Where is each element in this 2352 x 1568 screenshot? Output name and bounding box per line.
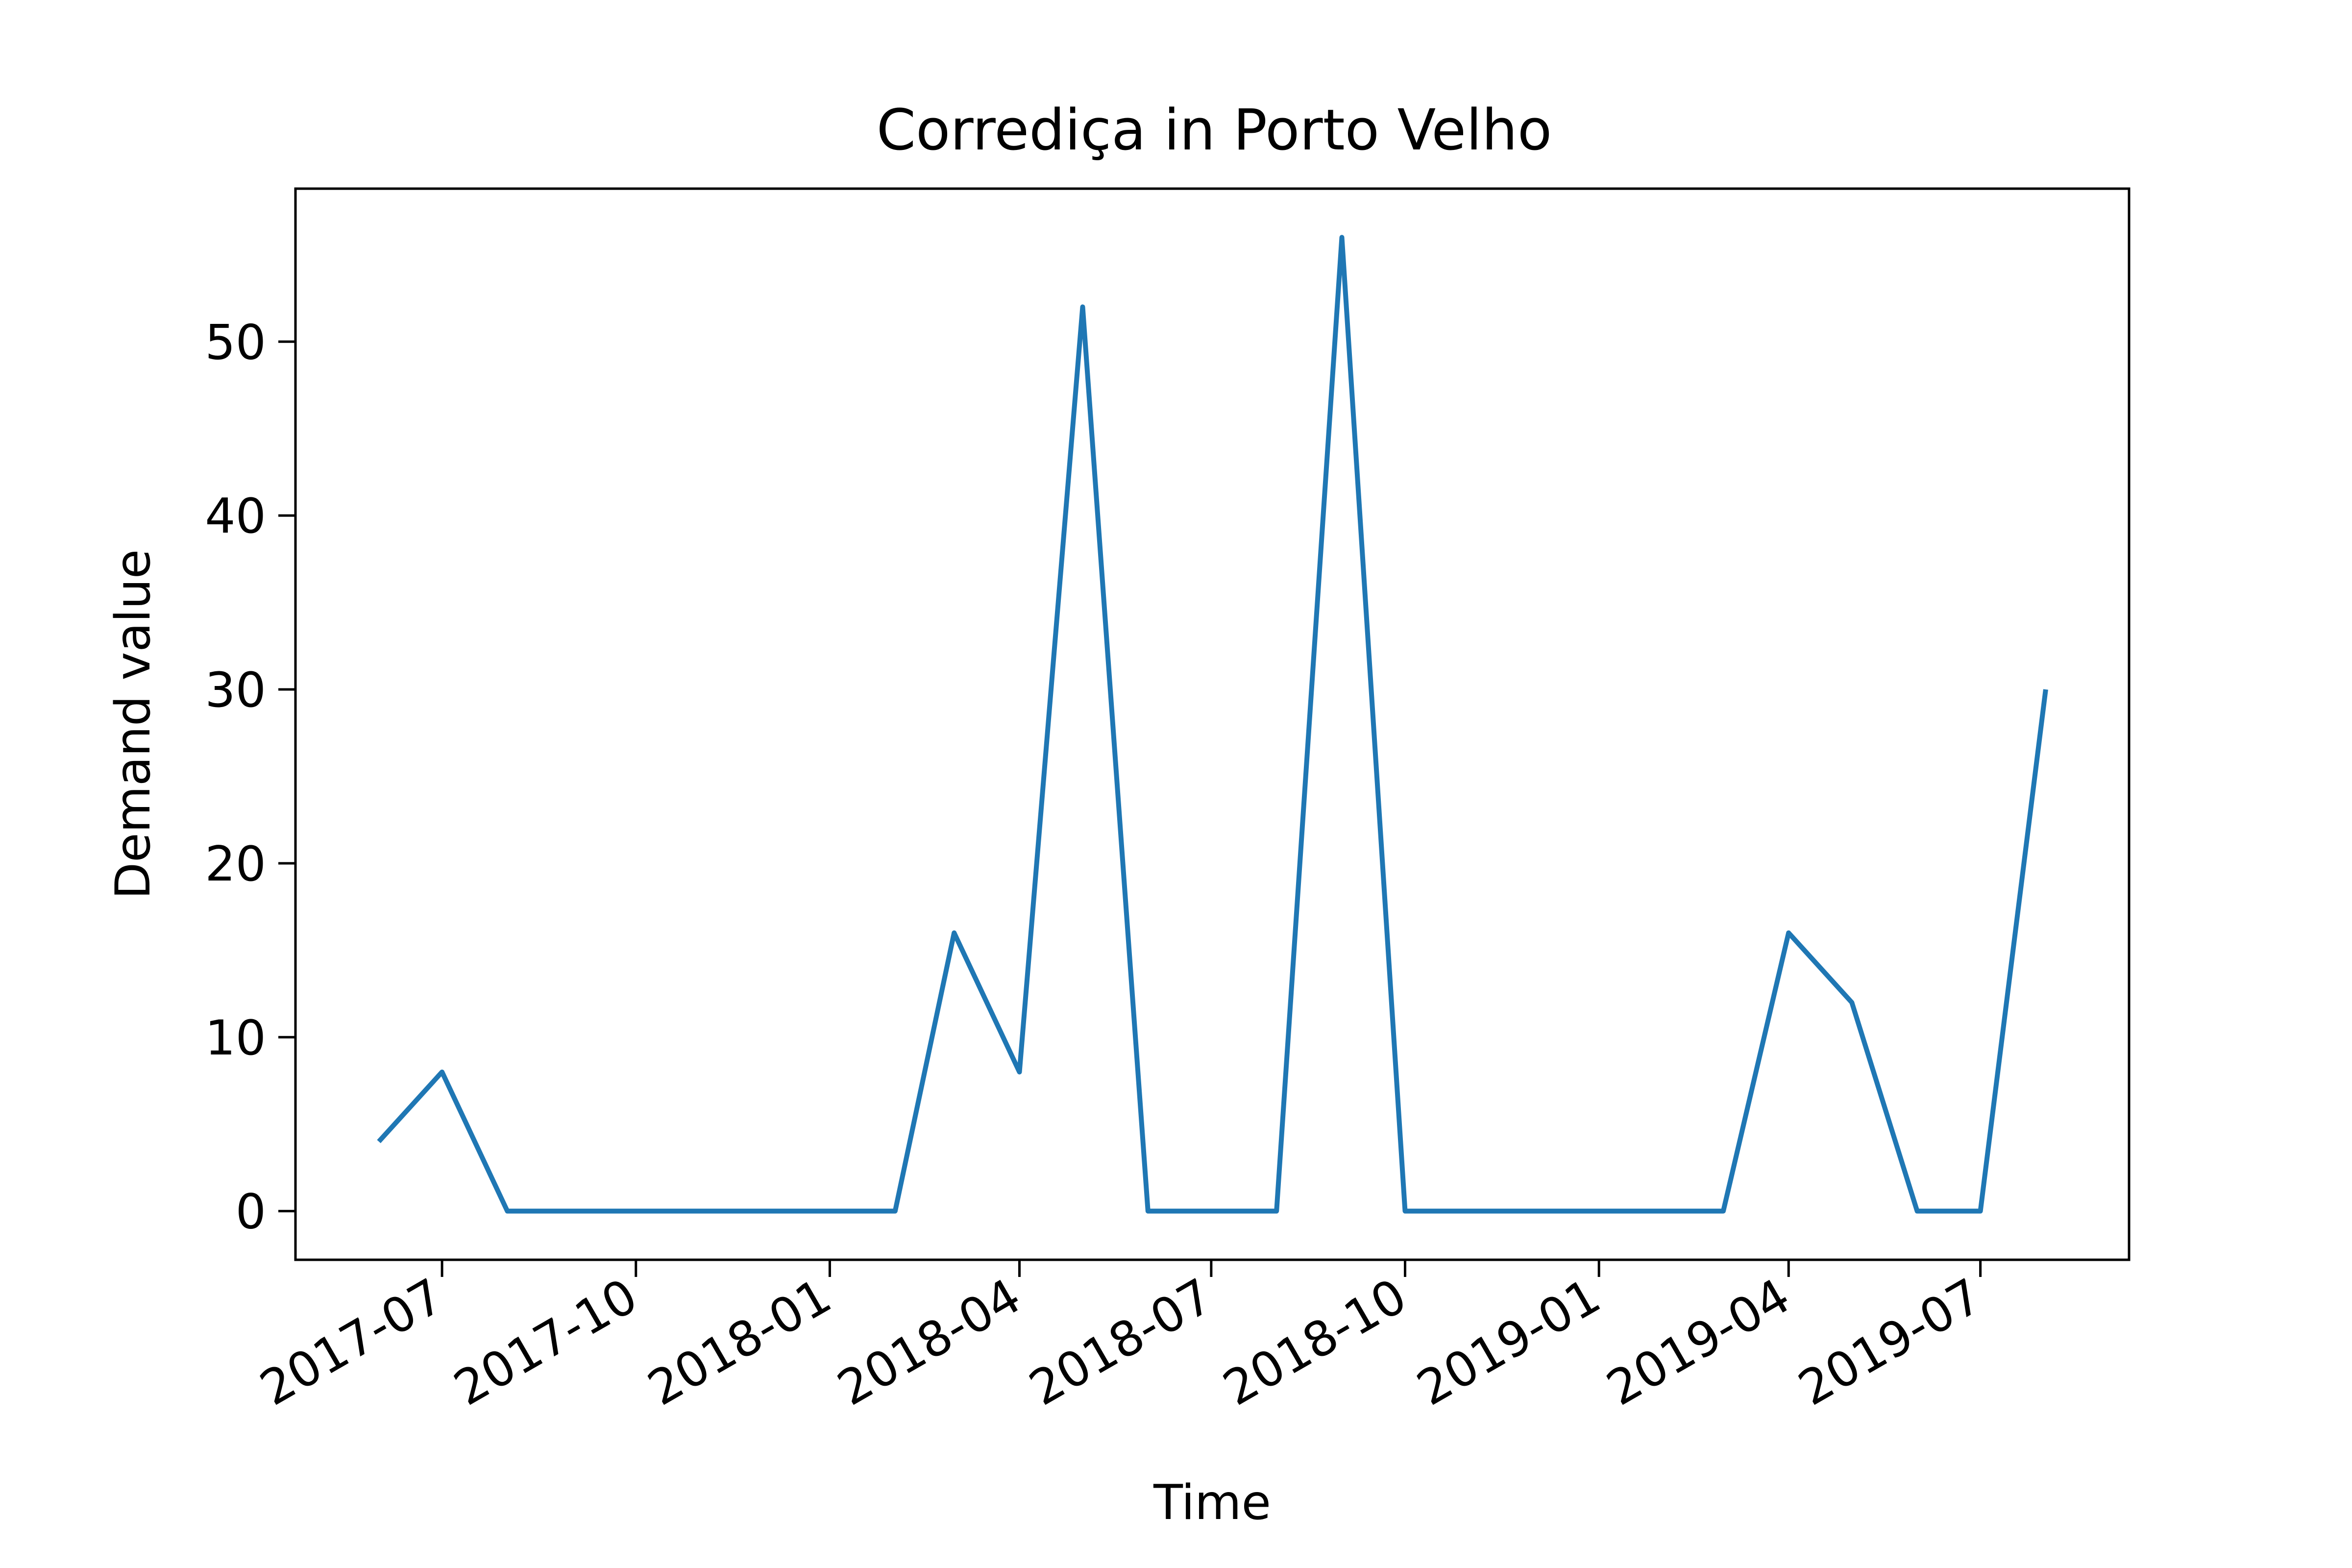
y-tick-label-4: 40 — [205, 489, 266, 544]
plot-area — [377, 235, 2048, 1214]
series-line-0 — [377, 235, 2048, 1214]
y-tick-label-3: 30 — [205, 662, 266, 718]
x-axis-label: Time — [1153, 1475, 1271, 1531]
y-tick-label-2: 20 — [205, 836, 266, 892]
y-axis-label: Demand value — [105, 549, 161, 899]
chart-title: Corrediça in Porto Velho — [877, 98, 1552, 163]
y-axis: 0 10 20 30 40 50 — [205, 315, 295, 1240]
y-tick-label-1: 10 — [205, 1010, 266, 1066]
y-tick-label-5: 50 — [205, 315, 266, 370]
y-tick-label-0: 0 — [236, 1184, 266, 1240]
